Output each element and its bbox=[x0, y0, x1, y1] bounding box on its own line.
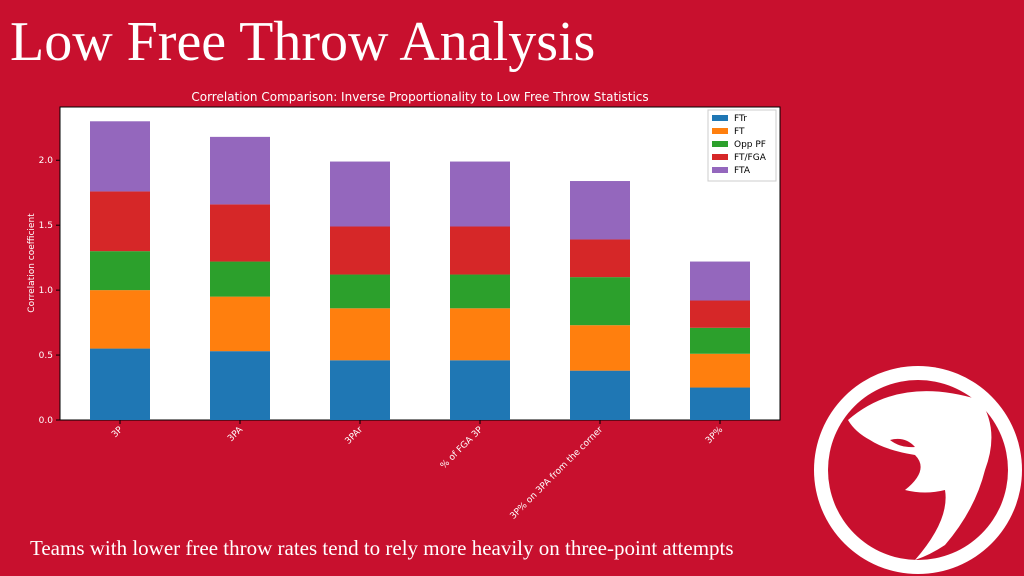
legend-swatch bbox=[712, 154, 728, 160]
y-tick-label: 0.0 bbox=[39, 416, 54, 426]
bar-segment bbox=[330, 308, 390, 361]
legend-swatch bbox=[712, 141, 728, 147]
bar-segment bbox=[690, 300, 750, 328]
bar-segment bbox=[90, 251, 150, 291]
y-tick-label: 0.5 bbox=[39, 351, 53, 361]
plot-area bbox=[59, 106, 781, 421]
slide-caption: Teams with lower free throw rates tend t… bbox=[30, 536, 734, 560]
hawks-logo bbox=[814, 366, 1022, 574]
y-tick-label: 1.5 bbox=[39, 221, 53, 231]
bar-segment bbox=[690, 327, 750, 354]
bar-segment bbox=[90, 191, 150, 252]
legend-swatch bbox=[712, 115, 728, 121]
bar-segment bbox=[450, 274, 510, 309]
bar-segment bbox=[330, 161, 390, 227]
y-tick-label: 2.0 bbox=[39, 156, 54, 166]
bar-segment bbox=[90, 348, 150, 420]
bar-segment bbox=[450, 161, 510, 227]
slide-title: Low Free Throw Analysis bbox=[10, 11, 595, 73]
bar-segment bbox=[210, 136, 270, 205]
bar-segment bbox=[690, 387, 750, 420]
legend-label: FT/FGA bbox=[734, 153, 767, 163]
y-axis-label: Correlation coefficient bbox=[27, 213, 37, 313]
bar-segment bbox=[450, 308, 510, 361]
legend-label: FT bbox=[734, 127, 745, 137]
bar-segment bbox=[570, 325, 630, 371]
chart-title: Correlation Comparison: Inverse Proporti… bbox=[191, 90, 648, 104]
legend-swatch bbox=[712, 128, 728, 134]
bar-segment bbox=[450, 226, 510, 275]
legend-swatch bbox=[712, 167, 728, 173]
bar-segment bbox=[570, 277, 630, 326]
bar-segment bbox=[570, 181, 630, 240]
bar-segment bbox=[570, 239, 630, 278]
bar-segment bbox=[330, 226, 390, 275]
bar-segment bbox=[90, 290, 150, 349]
bar-segment bbox=[570, 370, 630, 420]
bar-segment bbox=[210, 204, 270, 262]
bar-segment bbox=[90, 121, 150, 192]
logo-eye bbox=[890, 438, 915, 448]
y-tick-label: 1.0 bbox=[39, 286, 54, 296]
bar-segment bbox=[450, 360, 510, 420]
bar-segment bbox=[210, 261, 270, 297]
bar-segment bbox=[690, 261, 750, 301]
bar-segment bbox=[210, 296, 270, 352]
bar-segment bbox=[690, 353, 750, 388]
legend-label: FTr bbox=[734, 114, 747, 124]
legend-label: FTA bbox=[734, 166, 751, 176]
bar-segment bbox=[330, 360, 390, 420]
legend-label: Opp PF bbox=[734, 140, 766, 150]
logo-hawk bbox=[848, 391, 992, 560]
bar-segment bbox=[210, 351, 270, 420]
bar-segment bbox=[330, 274, 390, 309]
